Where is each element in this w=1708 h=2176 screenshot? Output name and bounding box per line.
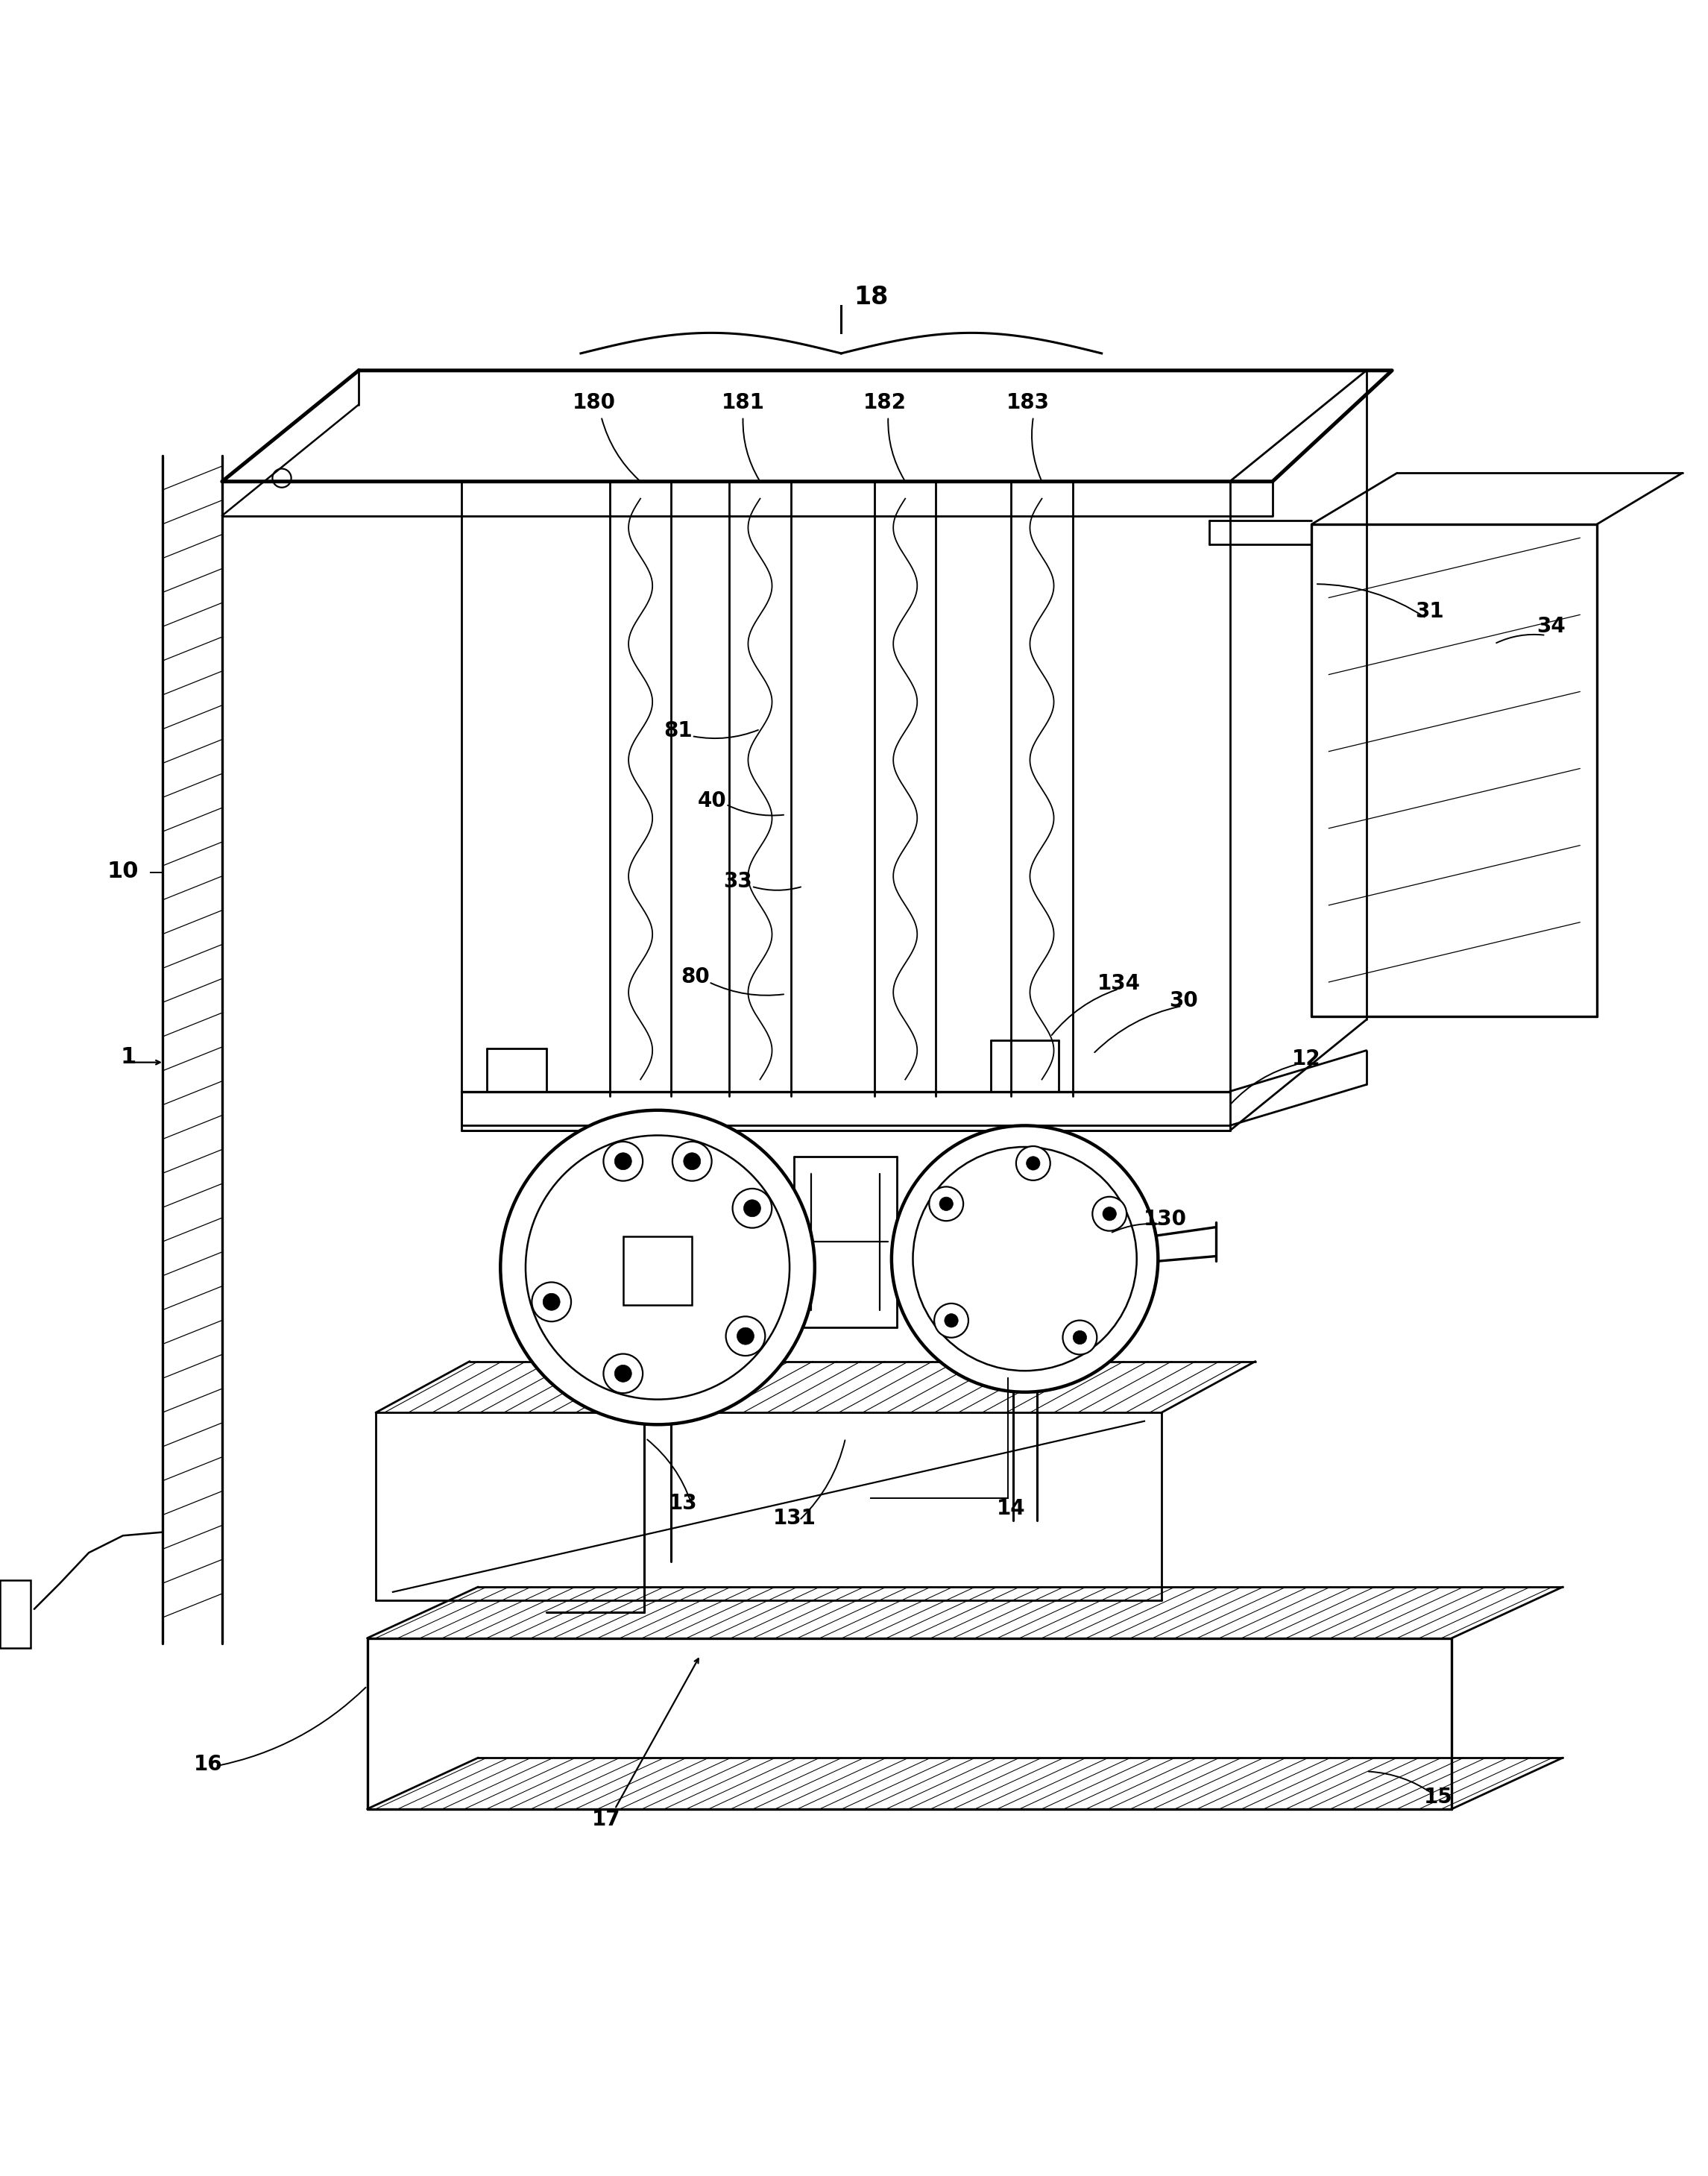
Text: 81: 81 (664, 720, 692, 742)
Text: 13: 13 (670, 1493, 697, 1514)
Text: 130: 130 (1143, 1210, 1187, 1229)
Text: 183: 183 (1006, 392, 1050, 413)
Text: 10: 10 (108, 860, 138, 881)
Circle shape (945, 1314, 958, 1327)
Circle shape (736, 1327, 753, 1345)
Circle shape (603, 1142, 642, 1182)
Circle shape (939, 1197, 953, 1210)
Circle shape (543, 1293, 560, 1310)
Text: 131: 131 (772, 1508, 816, 1530)
Text: 180: 180 (572, 392, 617, 413)
Text: 12: 12 (1293, 1049, 1320, 1068)
Text: 134: 134 (1097, 973, 1141, 994)
Text: 18: 18 (854, 285, 888, 309)
Text: 33: 33 (724, 870, 752, 892)
Circle shape (603, 1353, 642, 1393)
Text: 181: 181 (721, 392, 765, 413)
Circle shape (743, 1199, 760, 1216)
Circle shape (929, 1186, 963, 1221)
Circle shape (726, 1316, 765, 1356)
Circle shape (615, 1364, 632, 1382)
Bar (623, 1236, 692, 1306)
Text: 17: 17 (593, 1808, 620, 1830)
Circle shape (1103, 1208, 1117, 1221)
Text: 31: 31 (1416, 601, 1443, 622)
Circle shape (1073, 1330, 1086, 1345)
Text: 40: 40 (699, 790, 726, 812)
Circle shape (531, 1282, 570, 1321)
Circle shape (1062, 1321, 1097, 1353)
Circle shape (892, 1125, 1158, 1393)
Circle shape (615, 1153, 632, 1171)
Text: 30: 30 (1170, 990, 1197, 1012)
Circle shape (1027, 1155, 1040, 1171)
Circle shape (1093, 1197, 1127, 1232)
Circle shape (934, 1303, 968, 1338)
Text: 1: 1 (120, 1047, 137, 1068)
Text: 14: 14 (997, 1497, 1025, 1519)
Text: 16: 16 (195, 1754, 222, 1776)
Text: 80: 80 (681, 966, 709, 988)
Circle shape (683, 1153, 700, 1171)
Circle shape (500, 1110, 815, 1425)
Text: 34: 34 (1537, 616, 1565, 638)
Text: 15: 15 (1424, 1786, 1452, 1808)
Text: 182: 182 (863, 392, 907, 413)
Circle shape (673, 1142, 712, 1182)
Circle shape (1016, 1147, 1050, 1179)
Bar (0, 1580, 31, 1649)
Circle shape (733, 1188, 772, 1227)
